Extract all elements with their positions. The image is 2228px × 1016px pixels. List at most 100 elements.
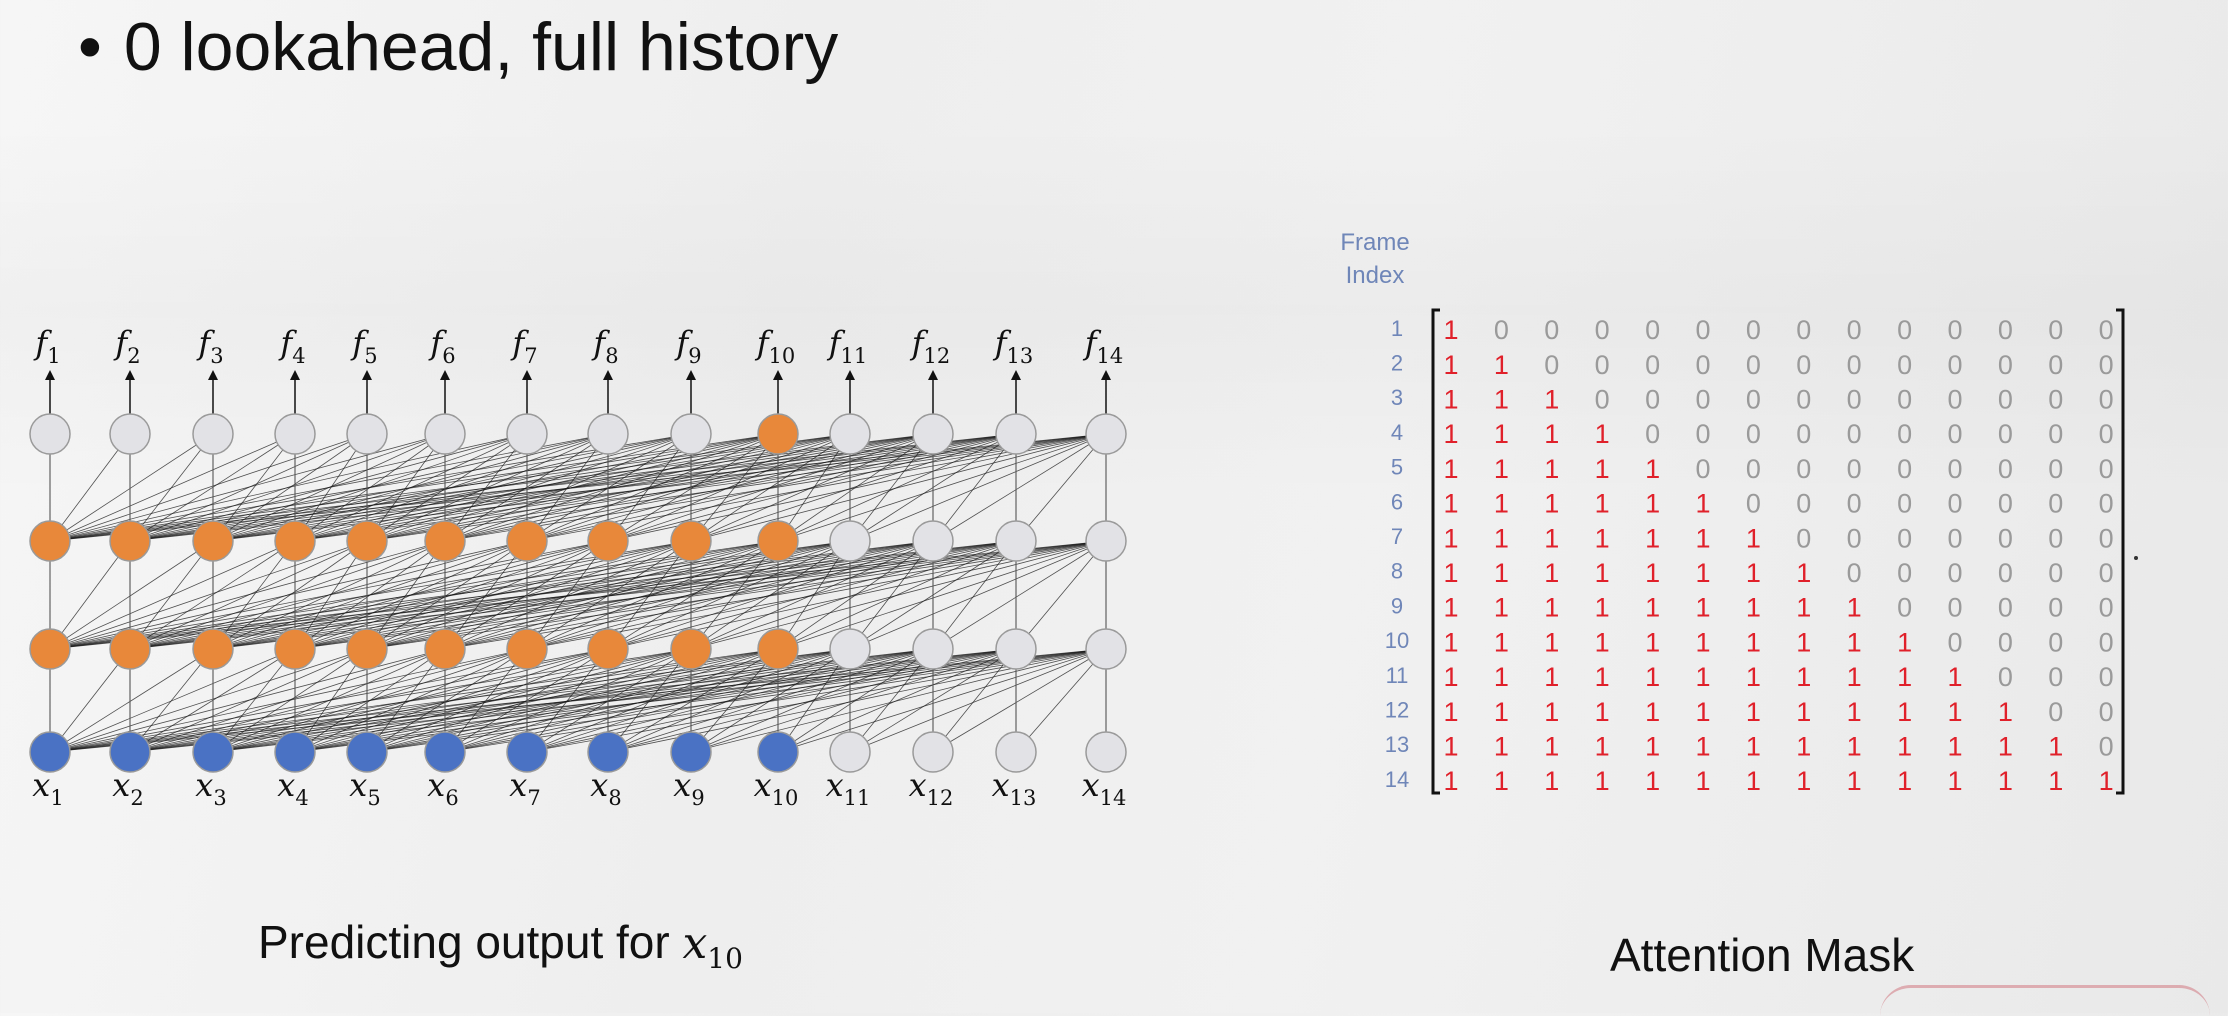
output-node (912, 413, 954, 455)
mask-cell: 1 (1595, 454, 1610, 484)
mask-cell: 0 (1897, 558, 1912, 588)
input-node (912, 731, 954, 773)
mask-cell: 1 (1847, 627, 1862, 657)
mask-cell: 0 (1897, 385, 1912, 415)
network-edge (49, 433, 368, 542)
network-edge (366, 648, 1107, 753)
network-edge (366, 540, 446, 650)
hidden-2-node (109, 520, 151, 562)
network-edge (49, 540, 851, 650)
mask-cell: 1 (1595, 732, 1610, 762)
output-arrow-head (928, 370, 938, 380)
mask-cell: 0 (2048, 558, 2063, 588)
mask-cell: 1 (1897, 697, 1912, 727)
hidden-1-node (995, 628, 1037, 670)
network-edge (49, 540, 692, 650)
input-label-base: x (349, 766, 367, 804)
mask-cell: 1 (1595, 523, 1610, 553)
mask-cell: 1 (1847, 662, 1862, 692)
mask-cell: 1 (1645, 766, 1660, 796)
mask-cell: 1 (1443, 766, 1458, 796)
left-caption: Predicting output for x10 (258, 915, 743, 975)
input-label-base: x (992, 766, 1010, 804)
network-edge (49, 433, 779, 542)
input-label-sub: 9 (691, 786, 704, 810)
mask-cell: 0 (1998, 627, 2013, 657)
network-edge (690, 433, 1017, 542)
mask-cell: 1 (1544, 454, 1559, 484)
mask-cell: 0 (1947, 489, 1962, 519)
input-label-base: x (754, 766, 772, 804)
network-edge (690, 540, 1107, 650)
hidden-2-node (29, 520, 71, 562)
network-edge (777, 433, 1107, 542)
mask-cell: 0 (1847, 523, 1862, 553)
input-label: x6 (427, 766, 458, 810)
mask-cell: 1 (1544, 558, 1559, 588)
input-label: x7 (509, 766, 540, 810)
network-edge (294, 648, 1017, 753)
mask-row-label: 7 (1391, 524, 1403, 549)
mask-cell: 0 (2048, 593, 2063, 623)
mask-cell: 1 (1998, 697, 2013, 727)
mask-cell: 1 (1645, 523, 1660, 553)
mask-cell: 1 (1544, 662, 1559, 692)
output-node (274, 413, 316, 455)
input-label: x9 (673, 766, 704, 810)
input-node (274, 731, 316, 773)
mask-cell: 1 (1695, 627, 1710, 657)
input-label: x13 (992, 766, 1037, 810)
mask-cell: 0 (1595, 385, 1610, 415)
output-node (192, 413, 234, 455)
mask-cell: 1 (1897, 627, 1912, 657)
mask-cell: 1 (1796, 593, 1811, 623)
network-edges (49, 433, 1107, 753)
input-label-sub: 10 (772, 786, 799, 810)
mask-cell: 0 (1796, 489, 1811, 519)
input-label-sub: 5 (367, 786, 380, 810)
mask-row-label: 6 (1391, 489, 1403, 514)
output-label: f7 (510, 324, 537, 368)
mask-cell: 1 (1645, 662, 1660, 692)
network-edge (932, 540, 1017, 650)
hidden-2-node (346, 520, 388, 562)
mask-cell: 1 (1695, 732, 1710, 762)
mask-cell: 0 (1897, 593, 1912, 623)
mask-cell: 1 (1494, 523, 1509, 553)
network-edge (444, 648, 1017, 753)
network-edge (444, 648, 692, 753)
mask-row-label: 11 (1386, 663, 1409, 688)
mask-row-label: 3 (1391, 385, 1403, 410)
mask-cell: 0 (1947, 558, 1962, 588)
output-label-sub: 6 (442, 344, 455, 368)
mask-left-bracket (1431, 308, 1440, 795)
mask-cell: 0 (1847, 558, 1862, 588)
mask-cell: 1 (1544, 697, 1559, 727)
network-edge (444, 540, 1107, 650)
hidden-1-node (424, 628, 466, 670)
mask-cell: 1 (1544, 766, 1559, 796)
network-edge (932, 648, 1107, 753)
input-label-sub: 8 (608, 786, 621, 810)
network-edge (212, 540, 1107, 650)
mask-cell: 1 (1494, 697, 1509, 727)
output-label-sub: 3 (210, 344, 223, 368)
network-edge (49, 540, 368, 650)
network-edge (777, 648, 1107, 753)
mask-cell: 0 (1947, 593, 1962, 623)
network-edge (129, 540, 779, 650)
mask-cell: 1 (1544, 489, 1559, 519)
input-node (587, 731, 629, 773)
mask-cell: 0 (1796, 419, 1811, 449)
output-node (670, 413, 712, 455)
output-label-sub: 10 (769, 344, 796, 368)
mask-cell: 0 (1645, 385, 1660, 415)
output-arrow-head (686, 370, 696, 380)
mask-cell: 0 (1998, 662, 2013, 692)
mask-cell: 1 (1595, 419, 1610, 449)
output-node (346, 413, 388, 455)
right-caption: Attention Mask (1610, 929, 1915, 981)
input-node (1085, 731, 1127, 773)
mask-row-label: 12 (1385, 698, 1409, 723)
mask-cell: 1 (1494, 385, 1509, 415)
